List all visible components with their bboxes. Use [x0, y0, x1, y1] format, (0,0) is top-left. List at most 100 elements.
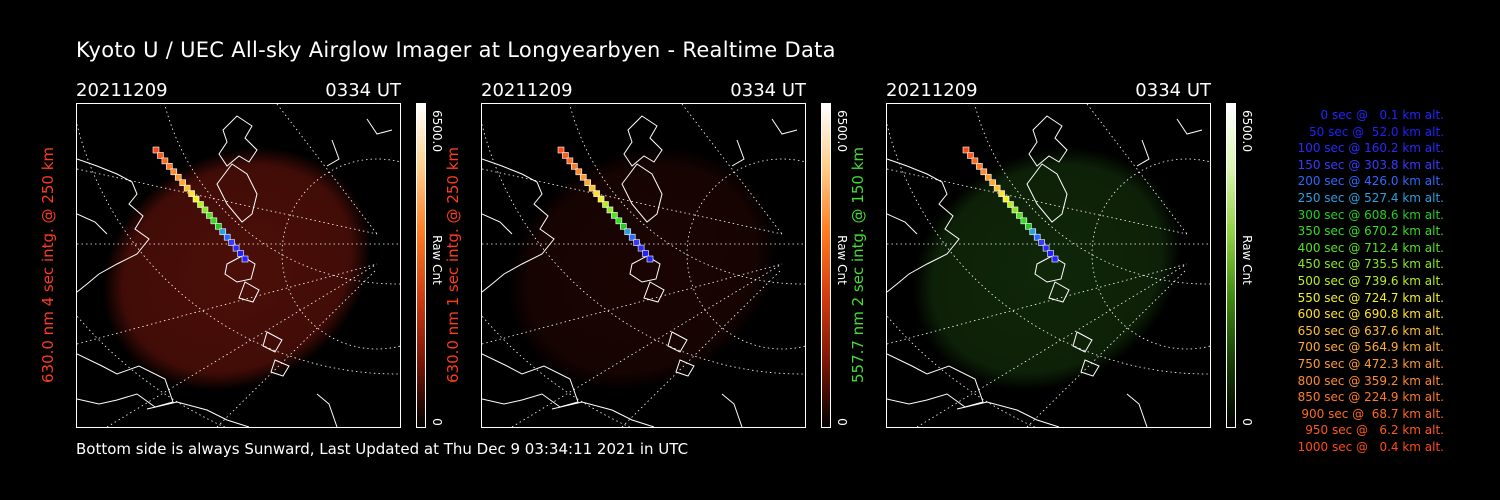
- coastline: [1048, 281, 1070, 303]
- latitude-circle: [887, 122, 1210, 375]
- trajectory-point: [1007, 201, 1014, 208]
- coastline: [1080, 359, 1100, 377]
- coastline: [77, 353, 174, 408]
- coastline: [262, 331, 283, 353]
- trajectory-point: [606, 206, 614, 214]
- panel-date: 20211209: [886, 80, 978, 101]
- latitude-circle: [77, 122, 400, 375]
- legend-row: 750 sec @ 472.3 km alt.: [1297, 356, 1444, 371]
- imager-panel-1: 20211209 0334 UT 630.0 nm 4 sec intg. @ …: [39, 80, 476, 440]
- coastline: [216, 163, 258, 223]
- coastline: [621, 163, 663, 223]
- trajectory-point: [646, 255, 654, 263]
- trajectory-point: [188, 190, 195, 197]
- legend-row: 100 sec @ 160.2 km alt.: [1297, 141, 1444, 156]
- latitude-circle: [686, 158, 805, 350]
- trajectory-point: [1047, 250, 1054, 257]
- trajectory-point: [633, 239, 640, 246]
- meridian-line: [916, 263, 1188, 427]
- legend-row: 550 sec @ 724.7 km alt.: [1297, 290, 1444, 305]
- colorbar-min-label: 0: [430, 418, 444, 426]
- latitude-circle: [1091, 158, 1210, 350]
- trajectory-point: [611, 212, 618, 219]
- panel-date: 20211209: [76, 80, 168, 101]
- trajectory-point: [179, 179, 186, 186]
- legend-row: 850 sec @ 224.9 km alt.: [1297, 390, 1444, 405]
- coastline: [667, 331, 688, 353]
- trajectory-point: [223, 233, 231, 241]
- coastline: [551, 401, 655, 427]
- legend-row: 500 sec @ 739.6 km alt.: [1297, 273, 1444, 288]
- coastline: [1136, 139, 1150, 167]
- coastline: [731, 139, 745, 167]
- trajectory-point: [642, 250, 649, 257]
- trajectory-point: [971, 157, 979, 165]
- coastline: [482, 353, 579, 408]
- trajectory-point: [602, 201, 609, 208]
- trajectory-point: [579, 173, 587, 181]
- colorbar: [416, 103, 426, 428]
- allsky-image: [481, 103, 806, 428]
- trajectory-point: [1042, 244, 1050, 252]
- trajectory-point: [566, 157, 574, 165]
- trajectory-point: [620, 223, 627, 230]
- trajectory-point: [962, 146, 970, 154]
- coastline: [482, 213, 513, 235]
- trajectory-point: [597, 195, 605, 203]
- meridian-line: [1086, 104, 1188, 235]
- trajectory-point: [584, 179, 591, 186]
- trajectory-point: [628, 233, 636, 241]
- trajectory-point: [984, 173, 992, 181]
- trajectory-point: [980, 168, 988, 176]
- coastline: [643, 281, 665, 303]
- trajectory-point: [183, 184, 191, 192]
- trajectory-point: [197, 201, 204, 208]
- panel-date: 20211209: [481, 80, 573, 101]
- legend-row: 1000 sec @ 0.4 km alt.: [1297, 439, 1444, 454]
- coastline: [218, 115, 258, 167]
- coastline: [623, 115, 663, 167]
- trajectory-point: [166, 163, 173, 170]
- trajectory-legend: 0 sec @ 0.1 km alt. 50 sec @ 52.0 km alt.…: [1252, 108, 1444, 456]
- trajectory-point: [571, 163, 578, 170]
- legend-row: 50 sec @ 52.0 km alt.: [1309, 124, 1444, 139]
- meridian-line: [1026, 268, 1188, 427]
- coastline: [887, 353, 984, 408]
- allsky-image: [886, 103, 1211, 428]
- trajectory-point: [241, 255, 249, 263]
- meridian-line: [621, 268, 783, 427]
- trajectory-point: [575, 168, 583, 176]
- meridian-line: [216, 268, 378, 427]
- trajectory-point: [237, 250, 244, 257]
- trajectory-point: [1033, 233, 1041, 241]
- colorbar: [821, 103, 831, 428]
- coastline: [482, 158, 555, 293]
- coastline: [721, 393, 743, 427]
- meridian-line: [106, 263, 378, 427]
- trajectory-point: [993, 184, 1001, 192]
- trajectory-point: [1029, 228, 1037, 236]
- trajectory-point: [1025, 223, 1032, 230]
- coastline: [77, 158, 150, 293]
- coastline: [1126, 393, 1148, 427]
- panel-time: 0334 UT: [1135, 80, 1211, 101]
- trajectory-point: [989, 179, 996, 186]
- coastline: [1176, 118, 1203, 135]
- trajectory-point: [201, 206, 209, 214]
- trajectory-point: [967, 152, 974, 159]
- coastline: [1028, 115, 1068, 167]
- panel-time: 0334 UT: [730, 80, 806, 101]
- imager-panel-2: 20211209 0334 UT 630.0 nm 1 sec intg. @ …: [444, 80, 881, 440]
- trajectory-point: [976, 163, 983, 170]
- legend-row: 650 sec @ 637.6 km alt.: [1297, 323, 1444, 338]
- legend-row: 250 sec @ 527.4 km alt.: [1297, 190, 1444, 205]
- trajectory-point: [157, 152, 164, 159]
- coastline: [675, 359, 695, 377]
- airglow-field: [507, 147, 777, 391]
- legend-row: 350 sec @ 670.2 km alt.: [1297, 224, 1444, 239]
- airglow-field: [102, 147, 372, 391]
- colorbar-min-label: 0: [835, 418, 849, 426]
- trajectory-point: [192, 195, 200, 203]
- legend-row: 600 sec @ 690.8 km alt.: [1297, 307, 1444, 322]
- legend-row: 700 sec @ 564.9 km alt.: [1297, 340, 1444, 355]
